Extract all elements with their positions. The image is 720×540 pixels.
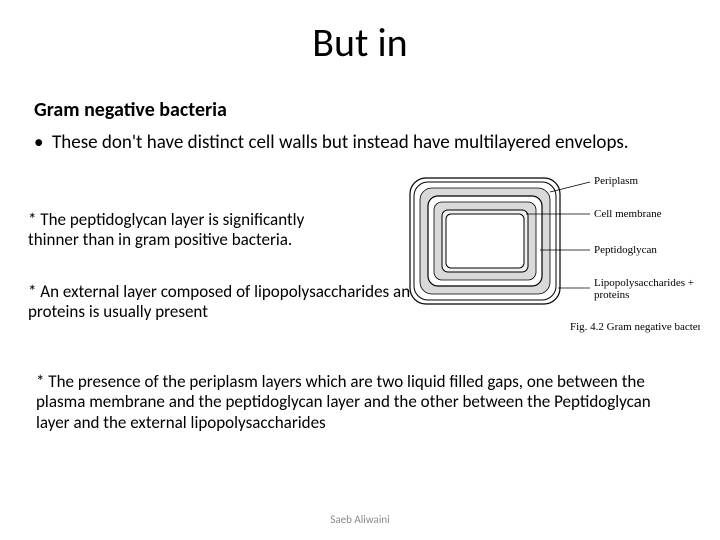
bullet-text-1: These don't have distinct cell walls but… bbox=[52, 132, 672, 155]
gram-negative-figure: Periplasm Cell membrane Peptidoglycan Li… bbox=[400, 170, 700, 350]
slide-title: But in bbox=[0, 18, 720, 67]
figure-caption: Fig. 4.2 Gram negative bacteria bbox=[570, 321, 700, 333]
bullet-item-1: •These don't have distinct cell walls bu… bbox=[34, 132, 690, 155]
label-peptidoglycan: Peptidoglycan bbox=[594, 244, 657, 256]
subheading: Gram negative bacteria bbox=[34, 98, 227, 122]
label-lps-line1: Lipopolysaccharides + bbox=[594, 277, 694, 289]
paragraph-2: * The peptidoglycan layer is significant… bbox=[28, 210, 358, 251]
paragraph-4: * The presence of the periplasm layers w… bbox=[36, 372, 676, 433]
paragraph-3: * An external layer composed of lipopoly… bbox=[28, 282, 428, 323]
bullet-dot: • bbox=[34, 132, 52, 155]
label-lps-line2: proteins bbox=[594, 289, 629, 301]
label-periplasm: Periplasm bbox=[594, 175, 638, 187]
label-cell-membrane: Cell membrane bbox=[594, 208, 662, 220]
footer-author: Saeb Aliwaini bbox=[0, 513, 720, 526]
slide: But in Gram negative bacteria •These don… bbox=[0, 0, 720, 540]
membrane-inner-rect bbox=[446, 214, 524, 268]
